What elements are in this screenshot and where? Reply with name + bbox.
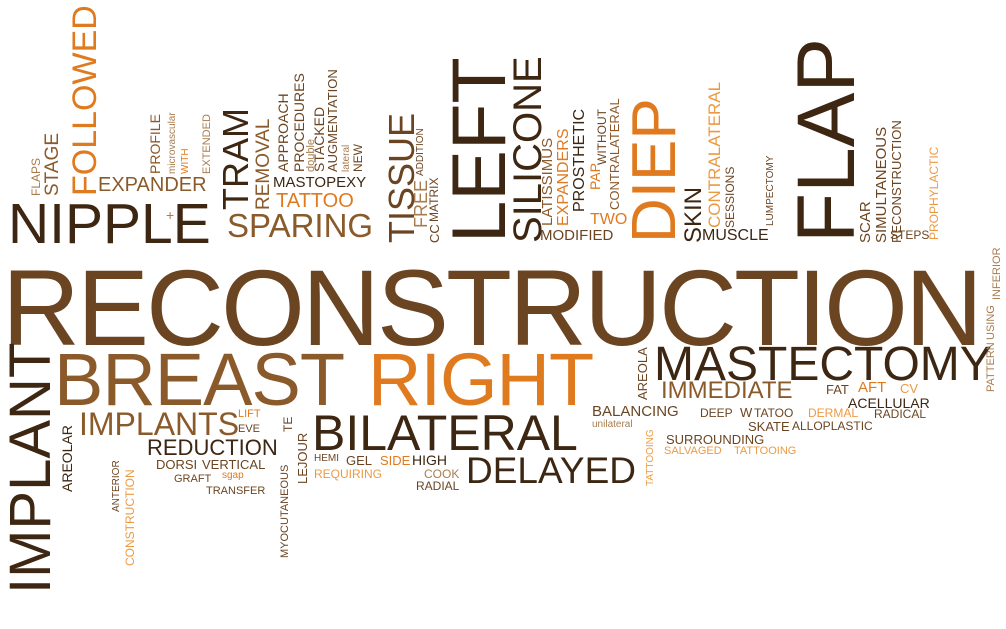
- word-simultaneous: SIMULTANEOUS: [873, 126, 890, 243]
- word-implants: IMPLANTS: [79, 406, 240, 442]
- word-vertical: VERTICAL: [202, 457, 266, 472]
- word-reduction: REDUCTION: [147, 435, 278, 460]
- word-contralateral-orange: CONTRALATERAL: [705, 81, 724, 228]
- word-stage: STAGE: [42, 133, 63, 196]
- word-two: TWO: [590, 211, 628, 228]
- word-breast: BREAST: [54, 338, 345, 421]
- word-te: TE: [281, 416, 295, 432]
- word-dermal: DERMAL: [808, 406, 859, 420]
- word-prophylactic: PROPHYLACTIC: [927, 146, 941, 240]
- word-with: WITH: [180, 148, 191, 174]
- word-augmentation: AUGMENTATION: [325, 69, 340, 172]
- word-expander: EXPANDER: [98, 174, 207, 196]
- word-side: SIDE: [380, 453, 411, 468]
- word-procedures: PROCEDURES: [291, 73, 307, 172]
- word-cc: CC: [427, 224, 442, 243]
- word-removal: REMOVAL: [253, 118, 274, 210]
- word-flaps: FLAPS: [29, 157, 43, 196]
- word-reconstruction: RECONSTRUCTION: [2, 247, 983, 368]
- word-extended: EXTENDED: [201, 114, 213, 174]
- word-surrounding: SURROUNDING: [666, 432, 765, 447]
- word-mastectomy: MASTECTOMY: [654, 338, 992, 391]
- word-acellular: ACELLULAR: [848, 395, 930, 411]
- word-anterior: ANTERIOR: [111, 460, 122, 512]
- word-areola: AREOLA: [635, 347, 650, 400]
- word-mastopexy: MASTOPEXY: [273, 174, 367, 191]
- word-skate: SKATE: [748, 419, 790, 434]
- word-aft: AFT: [858, 379, 887, 396]
- word-delayed: DELAYED: [466, 450, 636, 491]
- word-high: HIGH: [412, 452, 447, 468]
- word-balancing: BALANCING: [592, 403, 679, 420]
- word-fat: FAT: [826, 382, 849, 397]
- word-microvascular: microvascular: [167, 112, 178, 174]
- word-scar: SCAR: [857, 201, 874, 243]
- word-modified: MODIFIED: [540, 227, 614, 244]
- word-tram: TRAM: [215, 108, 256, 210]
- plus-symbol: +: [166, 207, 175, 223]
- word-nipple: NIPPLE: [8, 192, 211, 256]
- word-requiring: REQUIRING: [314, 467, 383, 481]
- word-approach: APPROACH: [275, 93, 291, 172]
- word-addition: ADDITION: [415, 128, 426, 176]
- word-unilateral: unilateral: [592, 419, 633, 430]
- word-using: USING: [985, 305, 997, 340]
- word-implant: IMPLANT: [0, 342, 63, 594]
- word-followed: FOLLOWED: [66, 5, 104, 196]
- word-tatoo: TATOO: [754, 406, 794, 420]
- word-bilateral: BILATERAL: [312, 405, 578, 461]
- word-flap: FLAP: [781, 37, 872, 243]
- word-deep: DEEP: [700, 406, 733, 420]
- word-steps: STEPS: [890, 228, 930, 242]
- word-lumpectomy: LUMPECTOMY: [765, 155, 776, 226]
- word-immediate: IMMEDIATE: [661, 377, 793, 404]
- word-w: W: [740, 405, 753, 420]
- word-tattoo: TATTOO: [276, 190, 354, 212]
- word-cook: COOK: [424, 467, 460, 481]
- word-sgap: sgap: [222, 470, 244, 481]
- word-muscle: MUSCLE: [702, 227, 769, 244]
- word-matrix: MATRIX: [427, 177, 441, 222]
- word-right: RIGHT: [368, 338, 594, 421]
- word-prosthetic: PROSTHETIC: [571, 108, 588, 212]
- word-tattooing: TATTOOING: [734, 445, 797, 457]
- word-radical: RADICAL: [874, 407, 927, 421]
- word-contralateral-gray: CONTRALATERAL: [607, 98, 622, 210]
- word-areolar: AREOLAR: [59, 425, 75, 492]
- word-expanders: EXPANDERS: [555, 128, 572, 226]
- word-tattooing-vert: TATTOOING: [645, 429, 656, 486]
- word-pattern: PATTERN: [985, 342, 997, 392]
- word-myocutaneous: MYOCUTANEOUS: [279, 464, 291, 558]
- word-hemi: HEMI: [314, 453, 339, 464]
- word-stacked: STACKED: [311, 106, 327, 172]
- word-new: NEW: [351, 144, 365, 172]
- word-cv: CV: [900, 381, 919, 396]
- word-eve: EVE: [238, 423, 261, 435]
- word-reconstruction-small: RECONSTRUCTION: [889, 120, 904, 243]
- word-inferior: INFERIOR: [991, 247, 1003, 300]
- word-dorsi: DORSI: [156, 457, 198, 472]
- word-diep: DIEP: [620, 98, 689, 243]
- word-construction: CONSTRUCTION: [123, 469, 137, 566]
- word-sessions: SESSIONS: [723, 166, 737, 228]
- word-sparing: SPARING: [227, 207, 374, 244]
- word-salvaged: SALVAGED: [664, 445, 722, 457]
- word-radial: RADIAL: [416, 479, 460, 493]
- word-latissimus: LATISSIMUS: [539, 137, 556, 226]
- word-alloplastic: ALLOPLASTIC: [792, 419, 873, 433]
- word-pap: PAP: [587, 163, 603, 190]
- word-lejour: LEJOUR: [295, 432, 310, 484]
- word-gel: GEL: [346, 453, 373, 468]
- word-transfer: TRANSFER: [206, 485, 266, 497]
- word-graft: GRAFT: [174, 473, 212, 485]
- word-lift: LIFT: [238, 408, 261, 420]
- word-profile: PROFILE: [147, 114, 163, 174]
